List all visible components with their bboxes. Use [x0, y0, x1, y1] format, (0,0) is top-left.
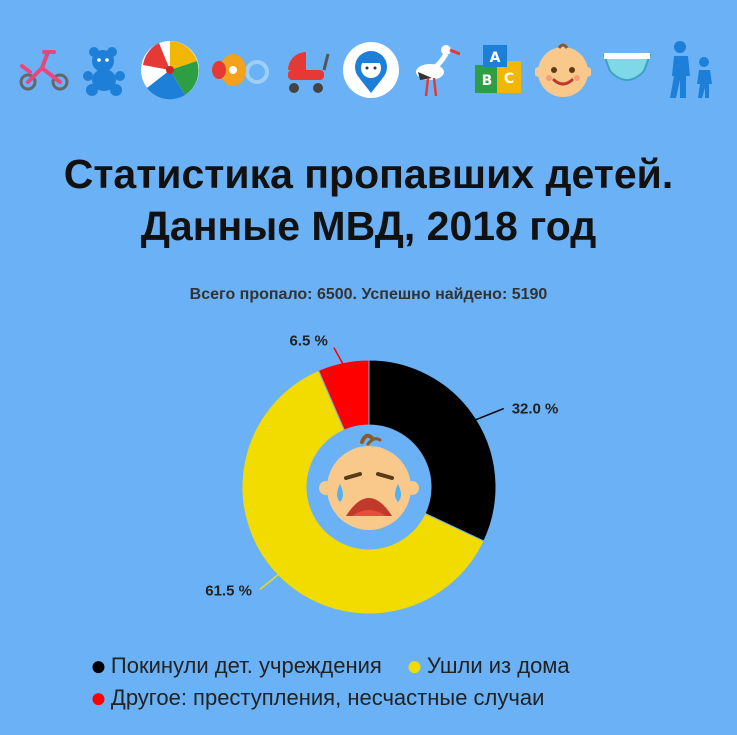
chart-subtitle: Всего пропало: 6500. Успешно найдено: 51… [189, 286, 548, 303]
svg-text:B: B [481, 73, 492, 89]
walking-parent-child-icon [669, 41, 712, 98]
legend-dot-yellow: ● [405, 650, 423, 681]
title-line-1: Статистика пропавших детей. [63, 151, 674, 197]
data-label-other: 6.5 % [289, 333, 327, 350]
teddy-bear-icon [83, 47, 126, 96]
legend-label: Покинули дет. учреждения [110, 653, 382, 678]
baby-face-icon [535, 43, 592, 97]
title-line-2: Данные МВД, 2018 год [140, 203, 597, 249]
legend-item-other: ● Другое: преступления, несчастные случаи [90, 682, 544, 714]
child-location-icon [342, 42, 399, 98]
slice-other [317, 359, 370, 431]
legend-item-home: ● Ушли из дома [406, 650, 570, 682]
slice-institutions [368, 359, 497, 542]
pacifier-icon [212, 54, 270, 86]
slice-home [241, 369, 485, 615]
svg-text:C: C [504, 71, 514, 87]
leader-line-other [333, 347, 345, 366]
beach-ball-icon [140, 41, 199, 100]
legend-label: Ушли из дома [426, 653, 570, 678]
diaper-icon [602, 53, 651, 81]
donut-chart: 32.0 % 61.5 % 6.5 % [205, 333, 559, 615]
legend-dot-black: ● [90, 650, 107, 681]
chart-title: Статистика пропавших детей. Данные МВД, … [0, 148, 737, 252]
legend-item-institutions: ● Покинули дет. учреждения [90, 650, 382, 682]
data-label-institutions: 32.0 % [512, 401, 559, 418]
data-label-home: 61.5 % [205, 582, 252, 599]
tricycle-icon [19, 50, 69, 91]
leader-line-home [259, 572, 281, 590]
crying-baby-icon [319, 433, 419, 530]
icon-row: A B C [18, 40, 718, 100]
svg-text:A: A [489, 50, 500, 66]
stroller-icon [287, 52, 330, 93]
alphabet-blocks-icon: A B C [474, 45, 521, 93]
legend-label: Другое: преступления, несчастные случаи [110, 685, 545, 710]
legend-dot-red: ● [90, 682, 107, 713]
stork-icon [416, 45, 461, 97]
legend: ● Покинули дет. учреждения ● Ушли из дома … [90, 650, 710, 714]
leader-line-institutions [473, 407, 504, 422]
